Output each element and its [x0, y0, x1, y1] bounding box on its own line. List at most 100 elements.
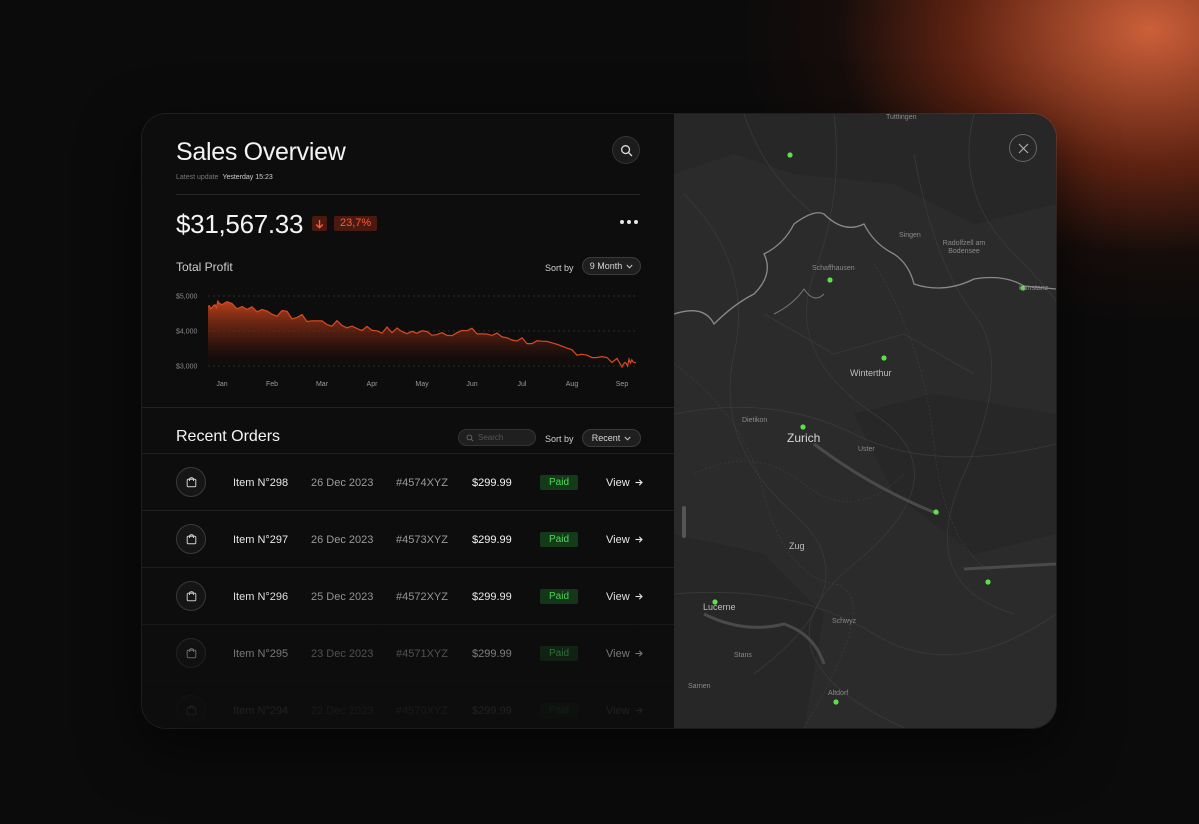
view-order-link[interactable]: View — [606, 568, 643, 625]
order-row[interactable]: Item N°294 22 Dec 2023 #4570XYZ $299.99 Paid… — [142, 681, 674, 728]
dot-icon — [627, 220, 631, 224]
orders-sort-dropdown[interactable]: Recent — [582, 429, 641, 447]
order-item-name: Item N°295 — [233, 647, 289, 660]
map-marker[interactable] — [1020, 285, 1026, 291]
order-date: 23 Dec 2023 — [311, 647, 374, 660]
chevron-down-icon — [626, 264, 633, 269]
order-item-name: Item N°298 — [233, 476, 289, 489]
view-order-link[interactable]: View — [606, 454, 643, 511]
x-tick-label: Jul — [518, 381, 527, 388]
view-order-link[interactable]: View — [606, 625, 643, 682]
map-marker[interactable] — [881, 355, 887, 361]
map-marker[interactable] — [985, 579, 991, 585]
profit-sort-label: Sort by — [545, 263, 574, 273]
x-tick-label: Apr — [367, 381, 379, 388]
page-title: Sales Overview — [176, 138, 346, 166]
y-tick-label: $4,000 — [176, 329, 198, 336]
order-icon-button[interactable] — [176, 638, 206, 668]
header-divider — [176, 194, 640, 195]
order-status: Paid — [540, 625, 579, 682]
section-divider — [142, 407, 674, 408]
city-label-schwyz: Schwyz — [832, 618, 857, 625]
orders-sort-value: Recent — [591, 433, 621, 443]
total-profit-label: Total Profit — [176, 260, 233, 274]
order-code: #4570XYZ — [396, 704, 448, 717]
sales-panel: Sales Overview Latest update Yesterday 15… — [142, 114, 674, 728]
status-badge: Paid — [540, 532, 579, 547]
arrow-down-icon — [315, 219, 324, 229]
arrow-right-icon — [635, 707, 643, 714]
city-label-radolfzell: Radolfzell am Bodensee — [942, 240, 986, 255]
city-label-uster: Uster — [858, 446, 875, 453]
order-date: 22 Dec 2023 — [311, 704, 374, 717]
search-button[interactable] — [612, 136, 640, 164]
shopping-bag-icon — [186, 477, 196, 488]
view-label: View — [606, 533, 630, 546]
map-marker[interactable] — [800, 424, 806, 430]
order-item-name: Item N°297 — [233, 533, 289, 546]
order-date: 25 Dec 2023 — [311, 590, 374, 603]
city-label-stans: Stans — [734, 652, 752, 659]
order-row[interactable]: Item N°295 23 Dec 2023 #4571XYZ $299.99 Paid… — [142, 624, 674, 682]
city-label-singen: Singen — [899, 232, 921, 239]
status-badge: Paid — [540, 703, 579, 718]
change-percent-badge: 23,7% — [334, 216, 378, 231]
map-marker[interactable] — [787, 152, 793, 158]
view-order-link[interactable]: View — [606, 682, 643, 728]
order-icon-button[interactable] — [176, 695, 206, 725]
profit-chart: $5,000 $4,000 $3,000 Jan Feb Mar Apr May Jun Jul… — [176, 294, 637, 388]
search-placeholder: Search — [478, 433, 504, 442]
order-price: $299.99 — [472, 647, 512, 660]
view-order-link[interactable]: View — [606, 511, 643, 568]
order-icon-button[interactable] — [176, 467, 206, 497]
arrow-right-icon — [635, 479, 643, 486]
order-date: 26 Dec 2023 — [311, 533, 374, 546]
profit-sort-dropdown[interactable]: 9 Month — [582, 257, 641, 275]
city-label-zurich: Zurich — [787, 431, 821, 445]
dot-icon — [634, 220, 638, 224]
map-panel[interactable]: Tuttlingen Singen Radolfzell am Bodensee… — [674, 114, 1056, 728]
order-date: 26 Dec 2023 — [311, 476, 374, 489]
y-tick-label: $5,000 — [176, 294, 198, 301]
close-button[interactable] — [1009, 134, 1037, 162]
view-label: View — [606, 647, 630, 660]
orders-search-input[interactable]: Search — [458, 429, 536, 446]
map[interactable] — [674, 114, 1056, 728]
order-item-name: Item N°294 — [233, 704, 289, 717]
order-icon-button[interactable] — [176, 581, 206, 611]
order-row[interactable]: Item N°298 26 Dec 2023 #4574XYZ $299.99 Paid… — [142, 453, 674, 511]
orders-title: Recent Orders — [176, 428, 281, 445]
city-label-schaffhausen: Schaffhausen — [812, 265, 855, 272]
status-badge: Paid — [540, 646, 579, 661]
order-row[interactable]: Item N°297 26 Dec 2023 #4573XYZ $299.99 Paid… — [142, 510, 674, 568]
x-tick-label: May — [415, 381, 429, 388]
latest-update: Latest update Yesterday 15:23 — [176, 174, 273, 181]
order-row[interactable]: Item N°296 25 Dec 2023 #4572XYZ $299.99 Paid… — [142, 567, 674, 625]
x-tick-label: Mar — [316, 381, 329, 388]
city-label-zug: Zug — [789, 541, 805, 551]
order-icon-button[interactable] — [176, 524, 206, 554]
map-marker[interactable] — [712, 599, 718, 605]
chevron-down-icon — [624, 436, 631, 441]
dashboard-card: Sales Overview Latest update Yesterday 15… — [142, 114, 1056, 728]
search-icon — [466, 434, 474, 441]
resize-handle[interactable] — [682, 506, 686, 538]
map-marker[interactable] — [933, 509, 939, 515]
order-price: $299.99 — [472, 476, 512, 489]
x-tick-label: Jan — [216, 381, 227, 388]
order-price: $299.99 — [472, 590, 512, 603]
city-label-winterthur: Winterthur — [850, 368, 892, 378]
total-amount: $31,567.33 — [176, 209, 304, 239]
city-label-lucerne: Lucerne — [703, 602, 736, 612]
map-marker[interactable] — [833, 699, 839, 705]
more-options-button[interactable] — [620, 220, 638, 224]
search-icon — [620, 144, 632, 156]
order-item-name: Item N°296 — [233, 590, 289, 603]
map-marker[interactable] — [827, 277, 833, 283]
shopping-bag-icon — [186, 534, 196, 545]
lake-zurich — [813, 442, 940, 516]
city-label-dietikon: Dietikon — [742, 417, 768, 424]
x-tick-label: Sep — [616, 381, 629, 388]
city-label-altdorf: Altdorf — [828, 690, 849, 697]
city-label-tuttlingen: Tuttlingen — [886, 114, 917, 121]
